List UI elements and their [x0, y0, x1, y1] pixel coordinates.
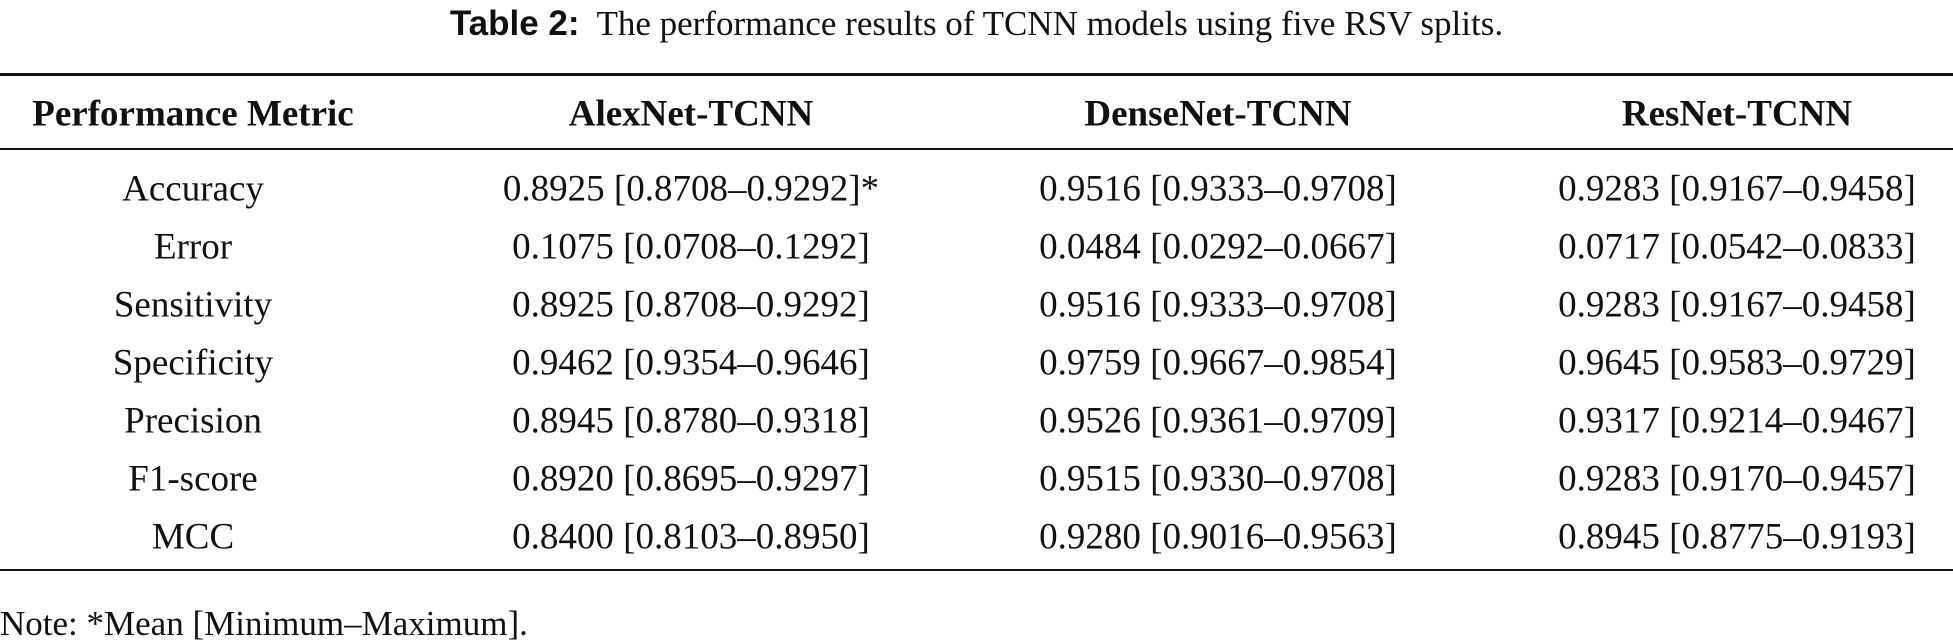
row-label: MCC — [151, 516, 235, 558]
table-cell: 0.8945 [0.8780–0.9318] — [512, 400, 870, 442]
table-cell: 0.9280 [0.9016–0.9563] — [1039, 516, 1397, 558]
row-label: Sensitivity — [113, 284, 273, 326]
table-cell: 0.0717 [0.0542–0.0833] — [1558, 226, 1916, 268]
header-cell: ResNet-TCNN — [1621, 93, 1853, 135]
caption-text: The performance results of TCNN models u… — [596, 4, 1504, 43]
row-label: Specificity — [112, 342, 274, 384]
table-cell: 0.9283 [0.9167–0.9458] — [1558, 168, 1916, 210]
caption: Table 2: The performance results of TCNN… — [0, 6, 1953, 41]
table-cell: 0.8925 [0.8708–0.9292]* — [502, 168, 880, 210]
table-cell: 0.9516 [0.9333–0.9708] — [1039, 168, 1397, 210]
row-label: Precision — [124, 400, 262, 442]
caption-label: Table 2: — [449, 4, 580, 43]
table-cell: 0.9317 [0.9214–0.9467] — [1558, 400, 1916, 442]
note: Note: *Mean [Minimum–Maximum]. — [0, 604, 528, 643]
table-cell: 0.9515 [0.9330–0.9708] — [1039, 458, 1397, 500]
table-cell: 0.9462 [0.9354–0.9646] — [512, 342, 870, 384]
row-label: F1-score — [128, 458, 258, 500]
table-cell: 0.8925 [0.8708–0.9292] — [512, 284, 870, 326]
row-label: Error — [153, 226, 233, 268]
header-cell: Performance Metric — [32, 93, 354, 135]
table-cell: 0.9283 [0.9167–0.9458] — [1558, 284, 1916, 326]
header-cell: DenseNet-TCNN — [1084, 93, 1352, 135]
table-cell: 0.9759 [0.9667–0.9854] — [1039, 342, 1397, 384]
header-rule — [0, 148, 1953, 150]
table-cell: 0.8945 [0.8775–0.9193] — [1558, 516, 1916, 558]
table-cell: 0.9283 [0.9170–0.9457] — [1558, 458, 1916, 500]
row-label: Accuracy — [122, 168, 264, 210]
header-cell: AlexNet-TCNN — [568, 93, 814, 135]
table-cell: 0.1075 [0.0708–0.1292] — [512, 226, 870, 268]
table-cell: 0.8920 [0.8695–0.9297] — [512, 458, 870, 500]
bottom-rule — [0, 569, 1953, 571]
table-cell: 0.0484 [0.0292–0.0667] — [1039, 226, 1397, 268]
table-cell: 0.8400 [0.8103–0.8950] — [512, 516, 870, 558]
top-rule — [0, 73, 1953, 76]
table-cell: 0.9645 [0.9583–0.9729] — [1558, 342, 1916, 384]
table-cell: 0.9516 [0.9333–0.9708] — [1039, 284, 1397, 326]
table-cell: 0.9526 [0.9361–0.9709] — [1039, 400, 1397, 442]
